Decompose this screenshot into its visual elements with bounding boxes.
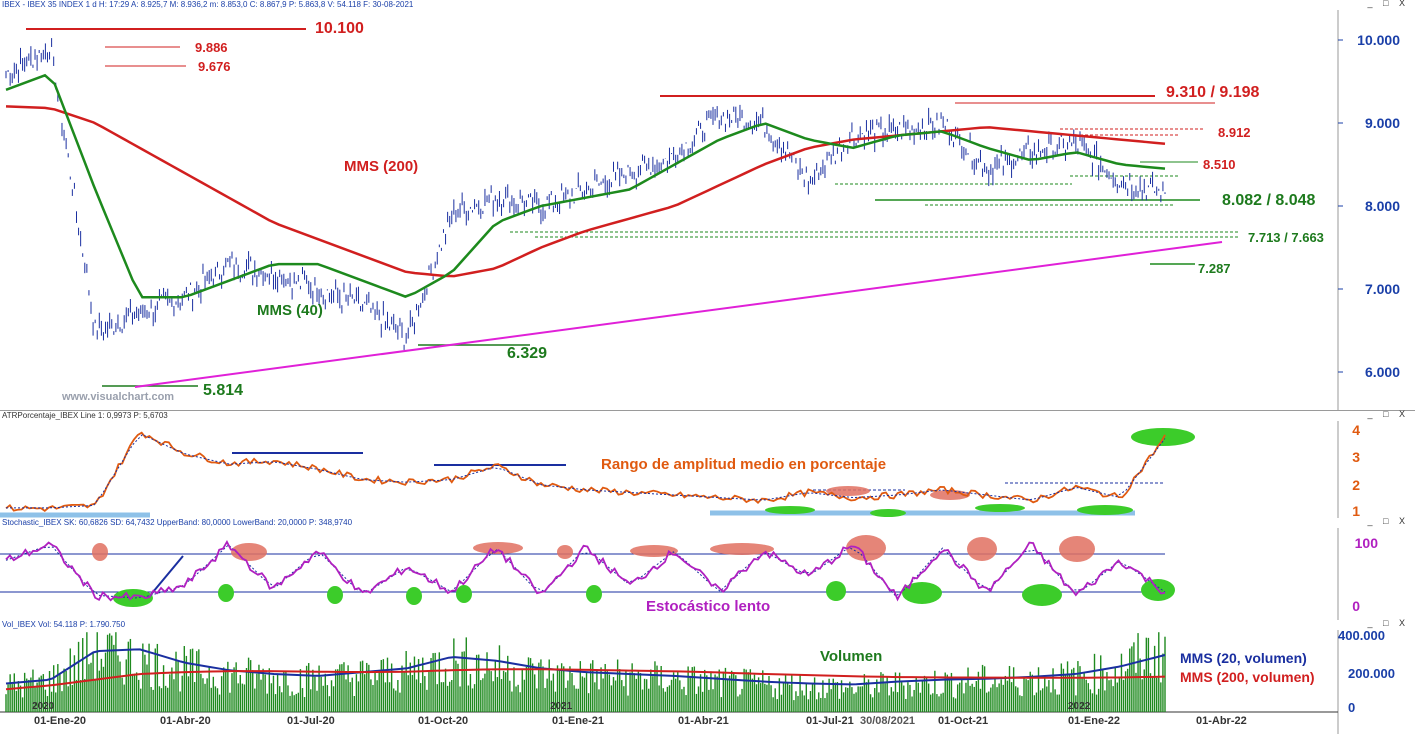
price-header: IBEX - IBEX 35 INDEX 1 d H: 17:29 A: 8.9… — [2, 0, 414, 9]
year-mark-2022: 2022 — [1068, 701, 1091, 712]
stoch-sk-line — [5, 539, 1166, 602]
price-axis-label-7000: 7.000 — [1364, 281, 1400, 297]
x-tick-abr22: 01-Abr-22 — [1196, 715, 1247, 727]
x-tick-jul21: 01-Jul-21 — [806, 715, 854, 727]
stoch-window-controls[interactable]: _ □ X — [1367, 516, 1409, 526]
atr-panel: ATRPorcentaje_IBEX Line 1: 0,9973 P: 5,6… — [0, 409, 1415, 520]
vol-axis-label-0: 0 — [1348, 700, 1356, 715]
year-mark-2021: 2021 — [550, 701, 573, 712]
x-tick-cursor: 30/08/2021 — [860, 715, 916, 727]
atr-line — [5, 431, 1166, 512]
support-trendline — [134, 241, 1223, 388]
stoch-panel: Stochastic_IBEX SK: 60,6826 SD: 64,7432 … — [0, 516, 1415, 621]
stoch-axis-label-100: 100 — [1354, 535, 1378, 551]
annotation-9676: 9.676 — [198, 59, 231, 74]
vol-axis-label-200000: 200.000 — [1348, 666, 1395, 681]
vol-title: Volumen — [820, 648, 883, 665]
stoch-title: Estocástico lento — [646, 598, 771, 615]
price-axis-label-8000: 8.000 — [1364, 198, 1400, 214]
atr-title: Rango de amplitud medio en porcentaje — [601, 456, 887, 473]
mms200-line — [5, 105, 1166, 278]
annotation-6329: 6.329 — [507, 345, 548, 362]
volume-panel: Vol_IBEX Vol: 54.118 P: 1.790.750 _ □ X … — [0, 618, 1415, 734]
vol-axis-label-400000: 400.000 — [1338, 628, 1385, 643]
annotation-9886: 9.886 — [195, 40, 228, 55]
atr-window-controls[interactable]: _ □ X — [1367, 409, 1409, 419]
vol-header: Vol_IBEX Vol: 54.118 P: 1.790.750 — [2, 620, 126, 629]
price-bars — [5, 38, 1166, 350]
atr-axis-label-4: 4 — [1352, 422, 1360, 438]
x-tick-ene22: 01-Ene-22 — [1068, 715, 1120, 727]
atr-header: ATRPorcentaje_IBEX Line 1: 0,9973 P: 5,6… — [2, 411, 168, 420]
x-tick-ene20: 01-Ene-20 — [34, 715, 86, 727]
price-axis-label-9000: 9.000 — [1364, 115, 1400, 131]
annotation-8510: 8.510 — [1203, 157, 1236, 172]
stoch-sd-line — [5, 544, 1166, 599]
atr-axis-label-1: 1 — [1352, 503, 1360, 519]
annotation-10100: 10.100 — [315, 20, 364, 37]
price-chart — [5, 10, 1343, 410]
annotation-7287: 7.287 — [1198, 261, 1231, 276]
annotation-8912: 8.912 — [1218, 125, 1251, 140]
vol-mms200-label: MMS (200, volumen) — [1180, 669, 1315, 685]
watermark: www.visualchart.com — [62, 391, 175, 403]
annotation-8082: 8.082 / 8.048 — [1222, 192, 1316, 209]
atr-axis-label-3: 3 — [1352, 449, 1360, 465]
volume-chart — [0, 630, 1339, 734]
x-tick-abr21: 01-Abr-21 — [678, 715, 729, 727]
stoch-header: Stochastic_IBEX SK: 60,6826 SD: 64,7432 … — [2, 518, 353, 527]
mms40-line — [5, 73, 1166, 299]
annotation-mms40: MMS (40) — [257, 302, 323, 319]
annotation-9310: 9.310 / 9.198 — [1166, 84, 1260, 101]
window-controls[interactable]: _ □ X — [1367, 0, 1409, 8]
year-mark-2020: 2020 — [32, 701, 55, 712]
x-tick-jul20: 01-Jul-20 — [287, 715, 335, 727]
atr-chart — [0, 421, 1339, 519]
x-tick-abr20: 01-Abr-20 — [160, 715, 211, 727]
x-tick-ene21: 01-Ene-21 — [552, 715, 604, 727]
vol-mms20-line — [5, 648, 1166, 686]
x-tick-oct20: 01-Oct-20 — [418, 715, 469, 727]
annotation-7713: 7.713 / 7.663 — [1248, 230, 1324, 245]
annotation-mms200: MMS (200) — [344, 158, 419, 175]
price-panel: IBEX - IBEX 35 INDEX 1 d H: 17:29 A: 8.9… — [0, 0, 1415, 411]
price-axis-label-10000: 10.000 — [1357, 32, 1400, 48]
atr-axis-label-2: 2 — [1352, 477, 1360, 493]
stoch-axis-label-0: 0 — [1352, 598, 1360, 614]
annotation-5814: 5.814 — [203, 382, 244, 399]
vol-mms200-line — [5, 668, 1166, 691]
x-tick-oct21: 01-Oct-21 — [938, 715, 989, 727]
price-axis-label-6000: 6.000 — [1364, 364, 1400, 380]
vol-mms20-label: MMS (20, volumen) — [1180, 650, 1307, 666]
stoch-chart — [0, 528, 1339, 620]
atr-signal-line — [6, 433, 1166, 509]
vol-window-controls[interactable]: _ □ X — [1367, 618, 1409, 628]
